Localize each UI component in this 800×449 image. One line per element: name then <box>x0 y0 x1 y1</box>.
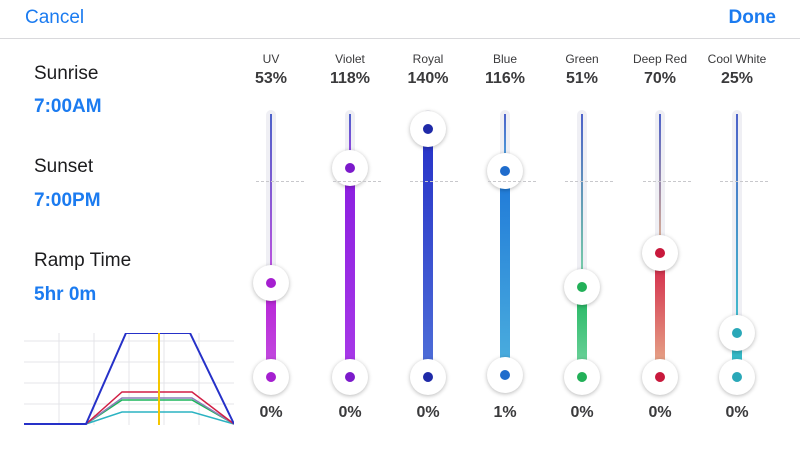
dash-line <box>720 181 768 182</box>
channel-name: Green <box>565 52 599 66</box>
channel-cool-white: Cool White 25% 0% <box>698 0 776 449</box>
slider-track[interactable] <box>500 110 510 378</box>
min-knob[interactable] <box>719 359 755 395</box>
slider-track[interactable] <box>266 110 276 378</box>
channel-uv: UV 53% 0% <box>232 0 310 449</box>
channel-violet: Violet 118% 0% <box>311 0 389 449</box>
channel-max-value: 116% <box>484 70 526 87</box>
min-knob[interactable] <box>642 359 678 395</box>
channel-name: Deep Red <box>632 52 688 66</box>
max-knob[interactable] <box>332 149 368 186</box>
ramp-time-value[interactable]: 5hr 0m <box>34 284 97 305</box>
sunrise-label: Sunrise <box>34 63 99 84</box>
dash-line <box>565 181 613 182</box>
royal-ramp-line <box>24 333 234 425</box>
channel-name: Blue <box>492 52 518 66</box>
channel-min-value: 0% <box>570 404 594 421</box>
channel-max-value: 25% <box>720 70 754 87</box>
min-knob[interactable] <box>332 359 368 395</box>
channel-min-value: 0% <box>338 404 362 421</box>
channel-max-value: 140% <box>407 70 449 87</box>
channel-royal: Royal 140% 0% <box>389 0 467 449</box>
ramp-time-label: Ramp Time <box>34 250 132 271</box>
max-knob[interactable] <box>253 265 289 301</box>
channel-max-value: 51% <box>565 70 599 87</box>
channel-name: Cool White <box>707 52 767 66</box>
channel-min-value: 0% <box>725 404 749 421</box>
sunrise-value[interactable]: 7:00AM <box>34 96 102 117</box>
sunset-label: Sunset <box>34 156 94 177</box>
navigation-bar: Cancel Done <box>0 0 800 39</box>
min-knob[interactable] <box>410 359 446 395</box>
slider-track[interactable] <box>732 110 742 378</box>
dash-line <box>643 181 691 182</box>
channel-min-value: 0% <box>259 404 283 421</box>
slider-track[interactable] <box>577 110 587 378</box>
channel-min-value: 1% <box>493 404 517 421</box>
channel-deep-red: Deep Red 70% 0% <box>621 0 699 449</box>
dash-line <box>410 181 458 182</box>
channel-name: Royal <box>412 52 444 66</box>
min-knob[interactable] <box>487 357 523 394</box>
max-knob[interactable] <box>719 314 755 351</box>
channel-green: Green 51% 0% <box>543 0 621 449</box>
channel-min-value: 0% <box>416 404 440 421</box>
dash-line <box>256 181 304 182</box>
done-button[interactable]: Done <box>728 7 777 28</box>
max-knob[interactable] <box>564 268 600 305</box>
slider-track[interactable] <box>423 110 433 378</box>
ramp-schedule-graph <box>24 333 234 425</box>
channel-min-value: 0% <box>648 404 672 421</box>
max-knob[interactable] <box>642 234 678 271</box>
min-knob[interactable] <box>564 359 600 395</box>
channel-max-value: 70% <box>643 70 677 87</box>
max-knob[interactable] <box>410 110 446 147</box>
dash-line <box>488 181 536 182</box>
dash-line <box>333 181 381 182</box>
channel-name: Violet <box>335 52 365 66</box>
cancel-button[interactable]: Cancel <box>25 7 85 28</box>
min-knob[interactable] <box>253 359 289 395</box>
channel-blue: Blue 116% 1% <box>466 0 544 449</box>
sunset-value[interactable]: 7:00PM <box>34 190 101 211</box>
graph-grid <box>24 333 234 425</box>
channel-max-value: 118% <box>329 70 371 87</box>
slider-track[interactable] <box>345 110 355 378</box>
channel-max-value: 53% <box>254 70 288 87</box>
max-knob[interactable] <box>487 153 523 190</box>
channel-name: UV <box>262 52 280 66</box>
